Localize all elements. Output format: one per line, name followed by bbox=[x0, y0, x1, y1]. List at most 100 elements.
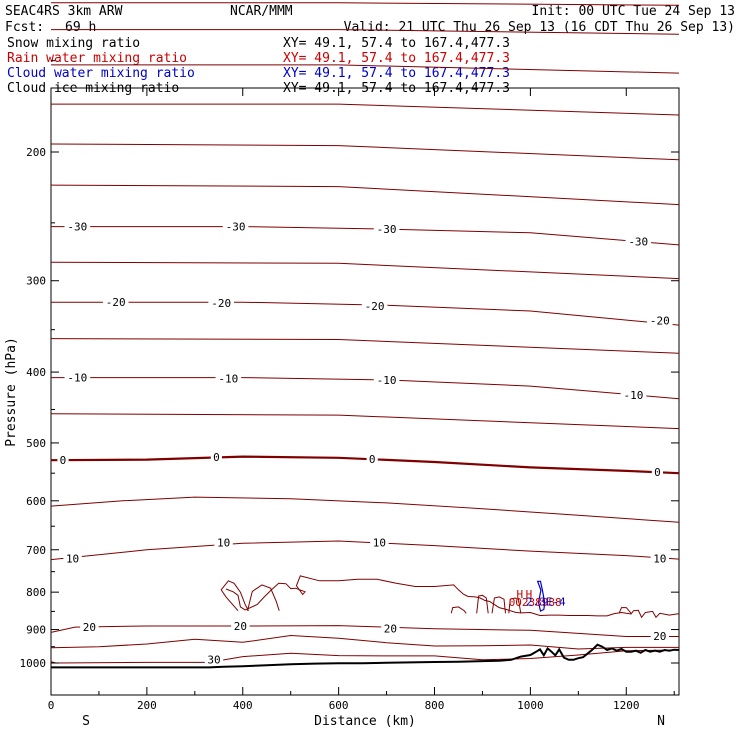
contour-labels: -30 -30 -30-30-20 -20 -20-20-10 -10 -10-100 0 00… bbox=[57, 220, 673, 666]
y-tick-label: 200 bbox=[26, 146, 46, 159]
contour-label-bg bbox=[381, 622, 400, 634]
contour-label-bg bbox=[366, 453, 378, 465]
contour-label: 20 bbox=[234, 620, 247, 633]
cloud-mixing-contour bbox=[225, 575, 680, 619]
isotherm-line bbox=[51, 2, 680, 6]
y-tick-label: 400 bbox=[26, 366, 46, 379]
isotherm-line bbox=[50, 634, 679, 650]
contour-label: -30 bbox=[628, 235, 648, 248]
isotherm-line bbox=[50, 143, 680, 161]
contour-label-bg bbox=[620, 389, 647, 401]
x-tick-label: 1000 bbox=[517, 699, 544, 712]
contour-label-bg bbox=[204, 653, 224, 665]
isotherm-line bbox=[51, 226, 680, 246]
contour-label-bg bbox=[102, 296, 129, 308]
contour-label-bg bbox=[215, 372, 242, 384]
contour-label-bg bbox=[63, 552, 82, 564]
right-end-label: N bbox=[657, 714, 665, 729]
contour-label-bg bbox=[373, 373, 400, 385]
y-tick-label: 600 bbox=[26, 495, 46, 508]
plot-frame bbox=[50, 87, 680, 696]
y-tick-label: 900 bbox=[26, 624, 46, 637]
contour-label: 30 bbox=[207, 653, 220, 666]
contour-label-bg bbox=[208, 297, 234, 309]
contour-label-bg bbox=[373, 223, 400, 235]
contour-label-bg bbox=[647, 314, 673, 326]
contour-label-bg bbox=[64, 371, 91, 383]
contour-label: 20 bbox=[384, 622, 397, 635]
contour-label-bg bbox=[361, 300, 388, 312]
contour-label: -10 bbox=[67, 372, 87, 385]
contour-label-bg bbox=[625, 235, 652, 247]
precip-marker: H bbox=[517, 588, 524, 601]
header-fcst-label: Fcst: bbox=[5, 20, 44, 35]
isotherm-line bbox=[50, 496, 680, 523]
isotherm-line bbox=[50, 455, 680, 475]
contour-label-bg bbox=[222, 220, 249, 232]
terrain bbox=[51, 643, 680, 669]
x-tick-label: 600 bbox=[329, 699, 349, 712]
contour-label: -20 bbox=[365, 300, 385, 313]
header-init: Init: 00 UTC Tue 24 Sep 13 bbox=[532, 4, 736, 19]
field-xy: XY= 49.1, 57.4 to 167.4,477.3 bbox=[283, 51, 510, 66]
y-tick-label: 800 bbox=[26, 586, 46, 599]
contour-label: -20 bbox=[650, 314, 670, 327]
precip-marker: H bbox=[526, 588, 533, 601]
contour-label-bg bbox=[650, 630, 670, 642]
x-axis-label: Distance (km) bbox=[314, 714, 416, 729]
contour-label: 10 bbox=[653, 553, 666, 566]
cloud-contours bbox=[220, 575, 680, 619]
isotherm-line bbox=[50, 413, 680, 430]
precip-marker: 2.3E-4 bbox=[526, 595, 566, 608]
contour-label: -30 bbox=[67, 221, 87, 234]
cloud-tower-contour bbox=[618, 607, 632, 614]
x-tick-label: 0 bbox=[48, 699, 55, 712]
isotherm-line bbox=[51, 64, 680, 74]
precip-marker: 00238988 bbox=[509, 596, 562, 609]
cloud-tower-contour bbox=[476, 594, 489, 614]
field-xy: XY= 49.1, 57.4 to 167.4,477.3 bbox=[283, 66, 510, 81]
contour-label: -30 bbox=[377, 223, 397, 236]
x-tick-label: 800 bbox=[425, 699, 445, 712]
header-center: NCAR/MMM bbox=[230, 4, 293, 19]
cloud-tower-contour bbox=[491, 596, 506, 614]
isotherm-line bbox=[51, 29, 680, 35]
contour-label-bg bbox=[64, 220, 91, 232]
isotherm-line bbox=[50, 625, 679, 637]
contour-label-bg bbox=[231, 620, 250, 632]
contour-label: 10 bbox=[373, 536, 386, 549]
y-tick-label: 300 bbox=[26, 275, 46, 288]
y-tick-label: 1000 bbox=[20, 657, 47, 670]
contour-label-bg bbox=[370, 536, 389, 548]
isotherm-line bbox=[51, 377, 680, 400]
contour-label: 0 bbox=[213, 451, 220, 464]
left-end-label: S bbox=[82, 714, 90, 729]
field-xy: XY= 49.1, 57.4 to 167.4,477.3 bbox=[283, 36, 510, 51]
cloud-water-contour bbox=[536, 580, 546, 612]
isotherm-line bbox=[50, 649, 680, 664]
x-tick-label: 400 bbox=[233, 699, 253, 712]
contour-label-bg bbox=[80, 621, 99, 633]
header-title: SEAC4RS 3km ARW bbox=[5, 4, 123, 19]
cloud-tower-contour bbox=[450, 606, 467, 614]
contour-label: 10 bbox=[217, 536, 230, 549]
terrain-line bbox=[51, 643, 680, 669]
contour-label-bg bbox=[57, 454, 69, 466]
field-name: Snow mixing ratio bbox=[7, 36, 140, 51]
field-name: Rain water mixing ratio bbox=[7, 51, 187, 66]
contour-label: -20 bbox=[106, 296, 126, 309]
contour-label: -10 bbox=[218, 372, 238, 385]
isotherm-line bbox=[50, 261, 680, 280]
contour-label-bg bbox=[650, 552, 670, 564]
contour-label: 0 bbox=[60, 454, 67, 467]
contour-label: 0 bbox=[369, 453, 376, 466]
contour-label-bg bbox=[210, 451, 222, 463]
y-tick-label: 700 bbox=[26, 544, 46, 557]
x-tick-label: 200 bbox=[137, 699, 157, 712]
contour-label: -10 bbox=[377, 374, 397, 387]
isotherm-line bbox=[50, 184, 680, 206]
cloud-lobe-contour bbox=[220, 580, 249, 612]
